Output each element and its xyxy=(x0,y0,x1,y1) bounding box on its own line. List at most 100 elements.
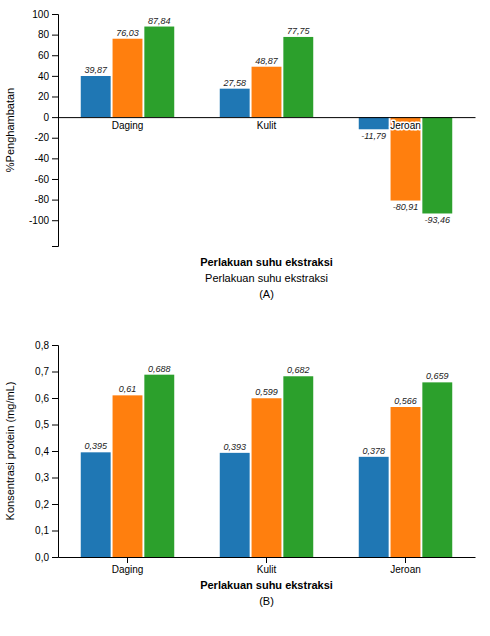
y-tick-label: 0,2 xyxy=(35,499,49,510)
y-tick-label: -80 xyxy=(35,194,50,205)
y-tick-label: 0 xyxy=(43,112,49,123)
bar xyxy=(283,376,313,557)
annotation: Perlakuan suhu ekstraksi xyxy=(205,272,328,284)
x-tick: Kulit xyxy=(257,557,277,575)
data-label: 76,03 xyxy=(116,28,139,38)
x-tick: Kulit xyxy=(257,117,277,131)
x-tick: Daging xyxy=(112,117,144,131)
data-label: 0,395 xyxy=(84,441,108,451)
y-tick-mark xyxy=(52,55,58,56)
y-tick: 20 xyxy=(38,91,58,102)
y-tick: 0,4 xyxy=(35,446,58,457)
bar xyxy=(422,382,452,557)
y-tick-label: 0,8 xyxy=(35,340,49,351)
annotation: (A) xyxy=(259,288,274,300)
data-label: 0,659 xyxy=(426,371,449,381)
data-label: -93,46 xyxy=(425,215,451,225)
y-tick-mark xyxy=(52,220,58,221)
y-tick: 100 xyxy=(32,9,58,20)
bar xyxy=(220,89,250,117)
data-label: -11,79 xyxy=(361,131,386,141)
data-label: -80,91 xyxy=(393,202,419,212)
y-tick: 0,6 xyxy=(35,393,58,404)
bar xyxy=(359,457,389,557)
x-tick-label: Kulit xyxy=(257,564,277,575)
annotation: (B) xyxy=(259,595,274,607)
figure: -100 -80 -60 -40 -20 0 20 40 60 80 100 Daging Kulit J… xyxy=(0,0,490,636)
data-labels: 0,3950,3930,3780,610,5990,5660,6880,6820… xyxy=(84,364,448,456)
bars xyxy=(81,375,452,557)
data-label: 0,393 xyxy=(223,442,246,452)
data-labels: 39,8727,58-11,7976,0348,87-80,9187,8477,… xyxy=(84,16,450,225)
bar xyxy=(144,375,174,557)
bar xyxy=(144,27,174,118)
data-label: 0,682 xyxy=(287,365,310,375)
data-label: 0,688 xyxy=(148,364,171,374)
y-tick-mark xyxy=(52,14,58,15)
y-tick-mark xyxy=(52,117,58,118)
x-tick-label: Jeroan xyxy=(390,120,421,131)
y-tick-mark xyxy=(52,557,58,558)
y-tick: -20 xyxy=(35,132,58,143)
y-tick: 80 xyxy=(38,29,58,40)
y-tick-label: 0,0 xyxy=(35,552,49,563)
y-tick-mark xyxy=(52,179,58,180)
y-tick-label: 0,4 xyxy=(35,446,49,457)
x-tick: Daging xyxy=(112,557,144,575)
y-tick: -40 xyxy=(35,153,58,164)
y-tick-mark xyxy=(52,478,58,479)
bar xyxy=(359,117,389,129)
bar xyxy=(391,117,421,200)
x-tick: Jeroan xyxy=(390,117,421,131)
data-label: 77,75 xyxy=(287,26,311,36)
bar xyxy=(252,398,282,557)
y-tick: 0 xyxy=(43,112,58,123)
y-tick: 0,5 xyxy=(35,419,58,430)
y-axis-title: %Penghambatan xyxy=(4,88,16,172)
bar xyxy=(81,76,111,117)
data-label: 39,87 xyxy=(84,65,108,75)
y-tick-label: 60 xyxy=(38,50,50,61)
y-tick-mark xyxy=(52,76,58,77)
y-tick: 0,8 xyxy=(35,340,58,351)
y-tick-label: 0,6 xyxy=(35,393,49,404)
x-axis: Daging Kulit Jeroan xyxy=(59,117,476,131)
y-tick-label: 40 xyxy=(38,71,50,82)
y-tick-label: 0,7 xyxy=(35,366,49,377)
data-label: 0,378 xyxy=(362,446,385,456)
y-tick: 40 xyxy=(38,71,58,82)
y-axis: 0,0 0,1 0,2 0,3 0,4 0,5 0,6 0,7 0,8 xyxy=(35,340,58,563)
y-tick-label: 0,1 xyxy=(35,525,49,536)
x-tick-mark xyxy=(405,557,406,563)
bar xyxy=(422,117,452,213)
x-tick-label: Daging xyxy=(112,120,144,131)
x-tick-label: Kulit xyxy=(257,120,277,131)
x-axis: DagingKulitJeroan xyxy=(59,557,476,575)
y-tick-mark xyxy=(52,425,58,426)
y-tick-label: 0,5 xyxy=(35,419,49,430)
y-tick: 0,2 xyxy=(35,499,58,510)
y-tick: 0,7 xyxy=(35,366,58,377)
y-tick-mark xyxy=(52,138,58,139)
y-tick-mark xyxy=(52,451,58,452)
x-tick-mark xyxy=(266,557,267,563)
y-tick-mark xyxy=(52,158,58,159)
y-tick-mark xyxy=(52,504,58,505)
y-tick: 0,3 xyxy=(35,472,58,483)
bar xyxy=(391,407,421,557)
data-label: 87,84 xyxy=(148,16,171,26)
y-tick-mark xyxy=(52,531,58,532)
bars xyxy=(81,27,452,214)
panel: 0,00,10,20,30,40,50,60,70,8DagingKulitJe… xyxy=(4,340,476,607)
y-tick-label: -100 xyxy=(29,215,49,226)
y-tick: 60 xyxy=(38,50,58,61)
y-tick-label: -60 xyxy=(35,174,50,185)
y-tick-mark xyxy=(52,345,58,346)
bar xyxy=(283,37,313,117)
y-tick-label: 0,3 xyxy=(35,472,49,483)
bar xyxy=(113,39,143,117)
y-tick: -80 xyxy=(35,194,58,205)
data-label: 48,87 xyxy=(255,56,279,66)
y-tick-mark xyxy=(52,96,58,97)
y-axis-line xyxy=(52,346,59,558)
